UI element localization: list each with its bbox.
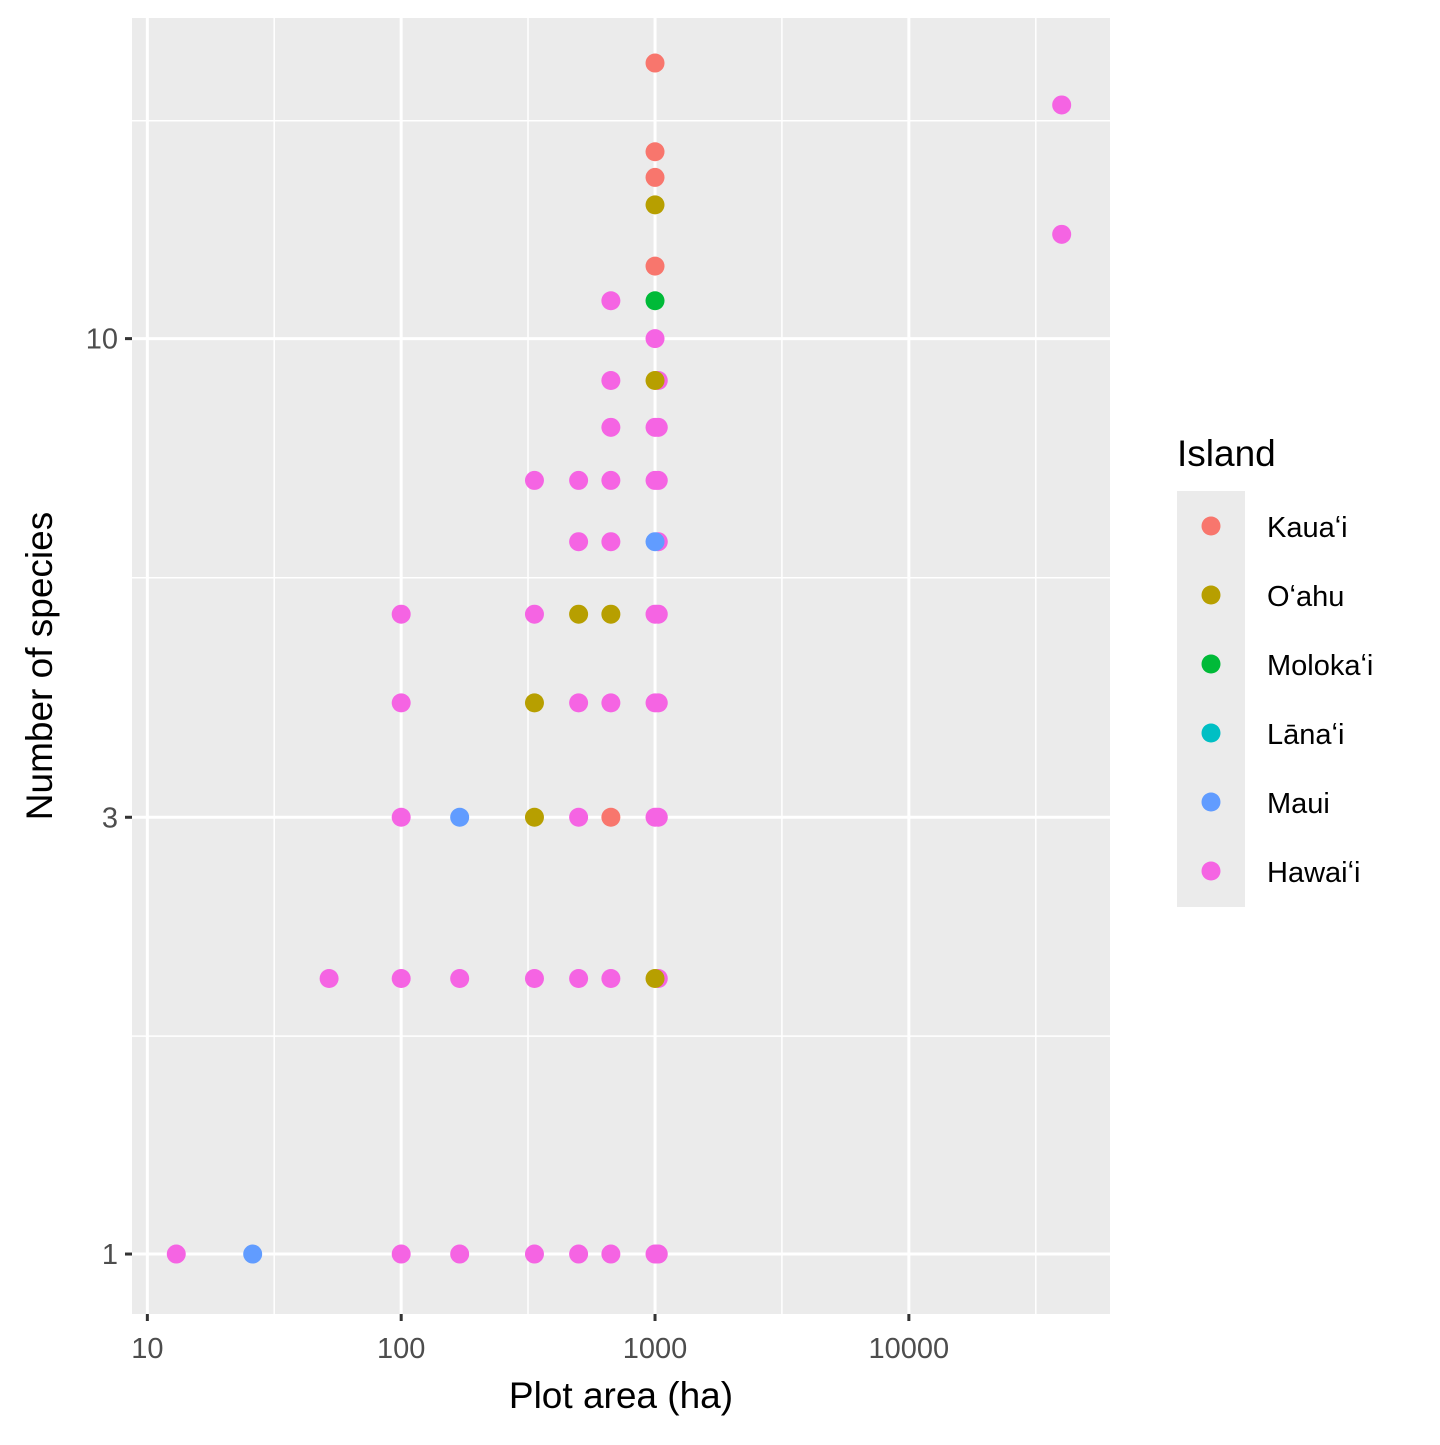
x-tick-label: 100 (377, 1333, 425, 1365)
data-point (645, 329, 665, 349)
legend-label: Hawaiʻi (1267, 857, 1360, 889)
data-point (391, 807, 411, 827)
legend-title: Island (1177, 433, 1276, 474)
legend-key-dot (1201, 723, 1221, 743)
data-point (569, 968, 589, 988)
data-point (524, 1244, 544, 1264)
data-point (645, 195, 665, 215)
data-point (645, 371, 665, 391)
data-point (1052, 95, 1072, 115)
x-tick-label: 10000 (869, 1333, 950, 1365)
data-point (601, 807, 621, 827)
y-tick-label: 3 (102, 802, 118, 834)
legend-label: Kauaʻi (1267, 512, 1348, 544)
y-tick-label: 10 (86, 324, 118, 356)
data-point (1052, 224, 1072, 244)
legend-label: Molokaʻi (1267, 650, 1373, 682)
data-point (243, 1244, 263, 1264)
data-point (601, 417, 621, 437)
data-point (648, 470, 668, 490)
legend: Island Kauaʻi Oʻahu Molokaʻi Lānaʻi Maui Hawa… (1177, 433, 1373, 907)
data-point (645, 532, 665, 552)
data-point (166, 1244, 186, 1264)
data-point (648, 1244, 668, 1264)
legend-keys-background (1177, 491, 1245, 907)
data-point (569, 470, 589, 490)
data-point (601, 604, 621, 624)
data-point (648, 807, 668, 827)
legend-label: Maui (1267, 788, 1330, 820)
data-point (569, 604, 589, 624)
legend-key-dot (1201, 861, 1221, 881)
data-point (524, 968, 544, 988)
data-point (645, 142, 665, 162)
data-point (569, 693, 589, 713)
data-point (569, 807, 589, 827)
x-tick-label: 1000 (623, 1333, 688, 1365)
legend-key-dot (1201, 585, 1221, 605)
data-point (601, 291, 621, 311)
data-point (450, 1244, 470, 1264)
data-point (391, 1244, 411, 1264)
data-point (524, 604, 544, 624)
data-point (569, 1244, 589, 1264)
data-point (601, 470, 621, 490)
data-point (524, 693, 544, 713)
data-point (601, 371, 621, 391)
data-point (524, 807, 544, 827)
panel-background (132, 18, 1110, 1314)
y-axis-label: Number of species (19, 512, 60, 820)
legend-key-dot (1201, 516, 1221, 536)
legend-key-dot (1201, 654, 1221, 674)
data-point (645, 968, 665, 988)
data-point (648, 693, 668, 713)
legend-key-dot (1201, 792, 1221, 812)
data-point (450, 807, 470, 827)
x-tick-label: 10 (131, 1333, 163, 1365)
data-point (601, 532, 621, 552)
data-point (645, 167, 665, 187)
data-point (601, 968, 621, 988)
data-point (569, 532, 589, 552)
data-point (648, 417, 668, 437)
data-point (450, 968, 470, 988)
data-point (524, 470, 544, 490)
data-point (391, 604, 411, 624)
y-tick-label: 1 (102, 1239, 118, 1271)
data-point (645, 256, 665, 276)
data-point (601, 693, 621, 713)
data-point (391, 693, 411, 713)
data-point (648, 604, 668, 624)
data-point (319, 968, 339, 988)
data-point (645, 53, 665, 73)
legend-label: Lānaʻi (1267, 719, 1344, 751)
data-point (645, 291, 665, 311)
x-axis-label: Plot area (ha) (509, 1375, 733, 1416)
data-point (391, 968, 411, 988)
data-point (601, 1244, 621, 1264)
legend-label: Oʻahu (1267, 581, 1344, 613)
